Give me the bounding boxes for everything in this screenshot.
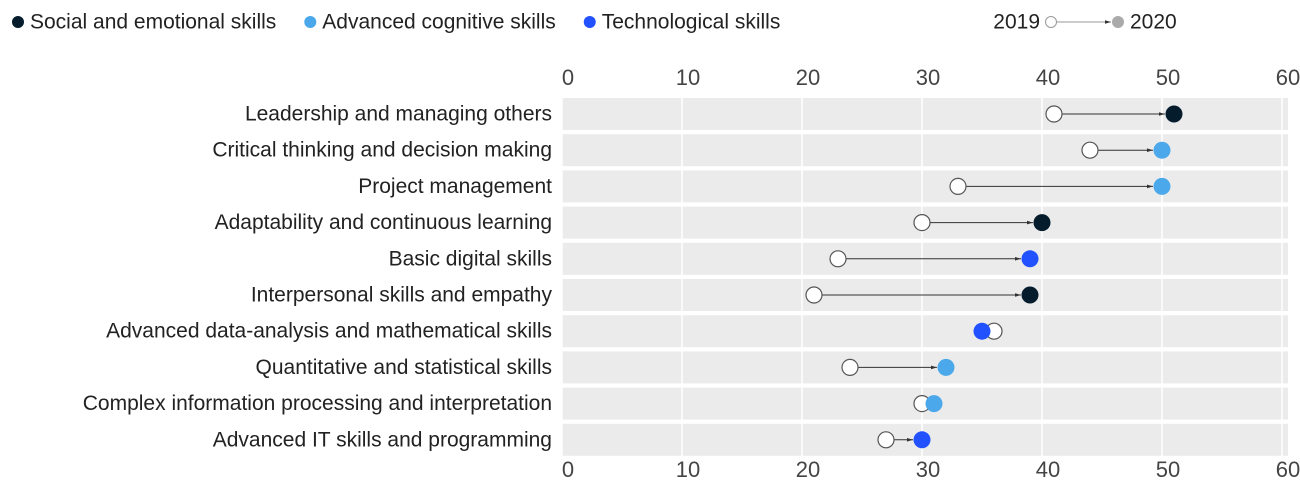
x-tick-label-top: 20 <box>796 65 820 90</box>
legend-label: Advanced cognitive skills <box>322 11 555 34</box>
y-tick-label: Quantitative and statistical skills <box>256 356 552 379</box>
y-tick-label: Complex information processing and inter… <box>83 392 552 415</box>
y-tick-label: Advanced IT skills and programming <box>213 428 552 451</box>
x-tick-label-top: 40 <box>1036 65 1060 90</box>
point-2019 <box>1045 105 1063 123</box>
row-band <box>562 315 1288 348</box>
x-tick-label-bottom: 40 <box>1036 457 1060 482</box>
x-tick-label-top: 60 <box>1276 65 1300 90</box>
legend-label: 2019 <box>993 11 1040 34</box>
y-tick-label: Project management <box>358 175 552 198</box>
point-2020 <box>1033 214 1051 232</box>
legend-label: 2020 <box>1130 11 1177 34</box>
point-2020 <box>1021 286 1039 304</box>
point-2019 <box>841 358 859 376</box>
point-2020 <box>937 358 955 376</box>
legend-swatch <box>304 16 317 28</box>
point-2020 <box>1165 105 1183 123</box>
x-tick-label-top: 50 <box>1156 65 1180 90</box>
point-2019 <box>805 286 823 304</box>
legend-marker <box>1045 16 1057 28</box>
point-2020 <box>1153 177 1171 195</box>
point-2019 <box>1081 141 1099 159</box>
x-tick-label-bottom: 0 <box>562 457 574 482</box>
legend-marker <box>1112 16 1124 28</box>
legend-label: Technological skills <box>602 11 781 34</box>
point-2020 <box>1153 141 1171 159</box>
point-2020 <box>925 395 943 413</box>
point-2019 <box>913 214 931 232</box>
legend-label: Social and emotional skills <box>30 11 276 34</box>
y-tick-label: Advanced data-analysis and mathematical … <box>106 320 552 343</box>
point-2019 <box>877 431 895 449</box>
y-tick-label: Adaptability and continuous learning <box>215 211 552 234</box>
x-tick-label-top: 0 <box>562 65 574 90</box>
x-tick-label-bottom: 50 <box>1156 457 1180 482</box>
point-2020 <box>1021 250 1039 268</box>
point-2020 <box>913 431 931 449</box>
y-tick-label: Basic digital skills <box>389 247 552 270</box>
point-2020 <box>973 322 991 340</box>
x-tick-label-bottom: 10 <box>676 457 700 482</box>
point-2019 <box>829 250 847 268</box>
x-tick-label-top: 30 <box>916 65 940 90</box>
legend-swatch <box>583 16 596 28</box>
legend-swatch <box>12 16 24 28</box>
x-tick-label-top: 10 <box>676 65 700 90</box>
point-2019 <box>949 177 967 195</box>
x-tick-label-bottom: 20 <box>796 457 820 482</box>
x-tick-label-bottom: 30 <box>916 457 940 482</box>
row-band <box>562 134 1288 167</box>
y-tick-label: Leadership and managing others <box>245 103 552 126</box>
y-tick-label: Critical thinking and decision making <box>212 139 552 162</box>
row-band <box>562 170 1288 203</box>
y-tick-label: Interpersonal skills and empathy <box>251 284 553 307</box>
x-tick-label-bottom: 60 <box>1276 457 1300 482</box>
